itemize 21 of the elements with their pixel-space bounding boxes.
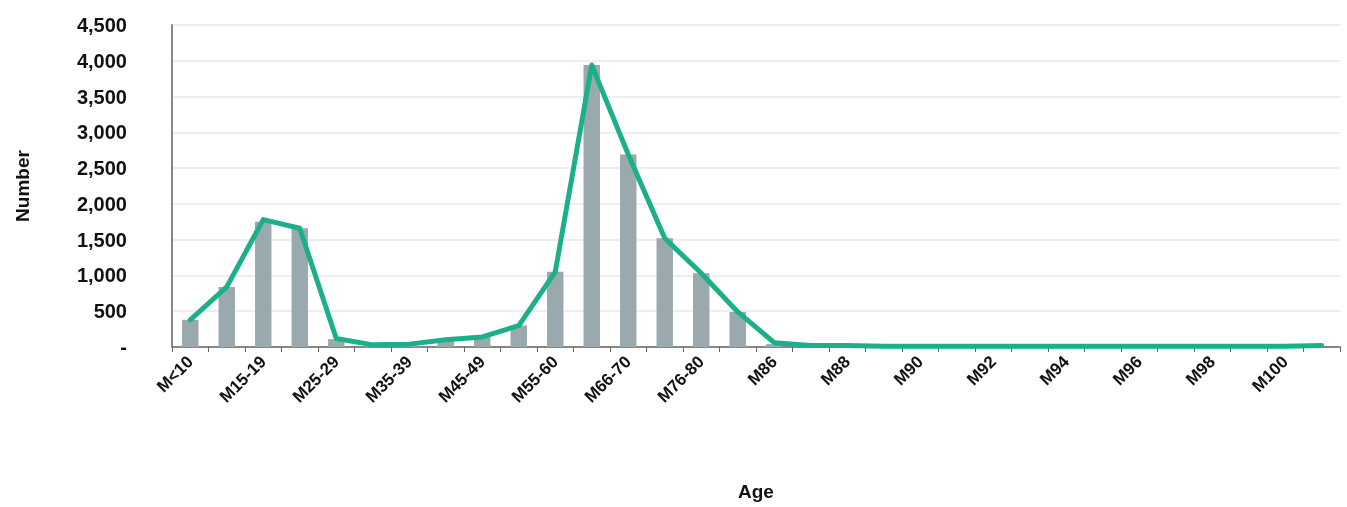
y-tick-label: 4,500 <box>76 14 127 36</box>
bar <box>291 228 308 347</box>
y-tick-label: 3,500 <box>76 85 127 108</box>
y-tick-label: 2,000 <box>76 192 127 215</box>
bar <box>182 319 199 347</box>
bar <box>656 238 673 347</box>
y-tick-label: 4,000 <box>76 49 127 72</box>
y-tick-label: - <box>120 336 127 358</box>
bar <box>218 286 235 347</box>
y-axis-title: Number <box>12 149 33 222</box>
bar <box>583 65 600 347</box>
y-tick-label: 1,000 <box>76 264 127 287</box>
y-tick-label: 3,000 <box>76 121 127 144</box>
bar <box>255 221 272 347</box>
y-tick-label: 1,500 <box>76 228 127 251</box>
bar <box>547 271 564 347</box>
x-axis-title: Age <box>738 481 774 502</box>
y-tick-label: 2,500 <box>76 157 127 180</box>
bar <box>693 273 710 347</box>
y-tick-label: 500 <box>93 300 127 323</box>
bar <box>620 154 637 347</box>
